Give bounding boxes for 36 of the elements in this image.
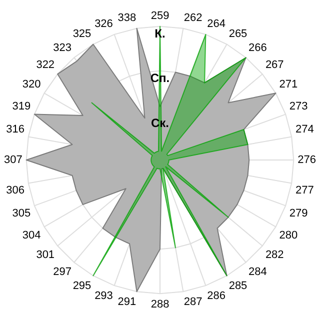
spoke-label: 304 [22,229,41,242]
spoke-label: 284 [248,266,267,278]
spoke-label: 338 [118,12,136,24]
spoke-label: 316 [6,124,24,136]
spoke-label: 262 [184,12,202,24]
spoke-label: 307 [4,154,22,166]
spoke-label: 266 [248,42,267,54]
spoke-label: 305 [12,208,31,220]
spoke-label: 322 [36,58,55,71]
spoke-label: 293 [94,290,113,302]
spoke-label: 276 [298,154,316,166]
spoke-label: 259 [150,10,170,22]
spoke-label: 287 [184,296,202,308]
spoke-label: 264 [207,18,226,30]
spoke-label: 267 [265,58,284,71]
spoke-label: 325 [72,28,92,40]
spoke-label: 319 [12,100,31,112]
spoke-label: 301 [36,249,55,262]
spoke-label: 273 [289,100,308,112]
spoke-label: 280 [279,229,298,242]
spoke-label: 271 [279,78,298,91]
spoke-label: 297 [53,266,72,278]
spoke-label: 288 [150,298,170,310]
spoke-label: 279 [289,208,308,220]
spoke-label: 306 [6,184,24,197]
spoke-label: 320 [22,78,41,91]
spoke-label: 286 [207,290,226,302]
spoke-label: 323 [53,42,72,54]
spoke-label: 291 [118,296,136,308]
spoke-label: 295 [72,280,92,292]
spoke-label: 274 [296,124,314,136]
spoke-label: 265 [228,28,248,40]
spoke-label: 277 [296,184,314,197]
spoke-label: 326 [94,18,113,30]
spoke-label: 285 [228,280,248,292]
spoke-label: 282 [265,249,284,262]
